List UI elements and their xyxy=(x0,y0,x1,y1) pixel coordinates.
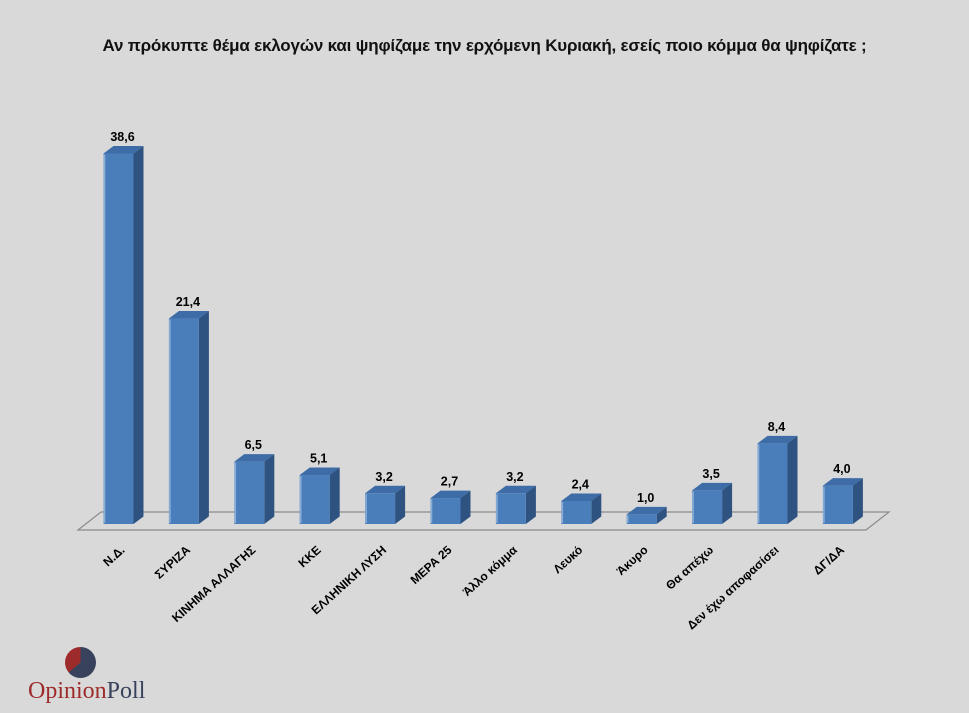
bar-top-face xyxy=(365,485,406,494)
bar-top-face xyxy=(299,467,340,476)
value-label: 3,2 xyxy=(506,470,523,484)
bar-side-face xyxy=(133,145,144,524)
category-label: Θα απέχω xyxy=(663,543,716,593)
bar-top-face xyxy=(430,490,471,499)
bar-top-face xyxy=(234,454,275,462)
value-label: 3,5 xyxy=(702,467,719,481)
bar-side-face xyxy=(722,482,733,524)
value-label: 2,7 xyxy=(441,475,458,489)
bar-side-face xyxy=(264,454,275,524)
logo-text: OpinionPoll xyxy=(28,678,145,705)
value-label: 8,4 xyxy=(768,420,785,434)
bar-top-face xyxy=(692,482,733,491)
bar-top-face xyxy=(168,311,209,319)
bar-top-face xyxy=(561,493,602,501)
value-label: 3,2 xyxy=(375,470,392,484)
category-label: ΜΕΡΑ 25 xyxy=(408,543,455,587)
bar-front-face xyxy=(692,490,723,524)
bar-top-face xyxy=(495,485,536,494)
pie-chart-logo-icon xyxy=(65,647,96,678)
bar-front-face xyxy=(495,493,526,524)
bar-top-face xyxy=(626,506,667,515)
value-label: 6,5 xyxy=(245,438,262,452)
bar-side-face xyxy=(198,311,209,524)
category-label: Ν.Δ. xyxy=(100,543,127,569)
category-label: ΔΓ/ΔΑ xyxy=(810,543,847,578)
bar-side-face xyxy=(460,490,471,524)
category-label: Άκυρο xyxy=(614,543,651,578)
category-label: ΚΚΕ xyxy=(296,543,324,570)
opinionpoll-logo: OpinionPoll xyxy=(28,645,188,707)
bar-top-face xyxy=(757,435,798,444)
bar-front-face xyxy=(757,443,788,524)
bar-front-face xyxy=(234,461,265,524)
bar-front-face xyxy=(365,493,396,524)
logo-text-poll: Poll xyxy=(106,678,146,704)
category-label: ΣΥΡΙΖΑ xyxy=(152,543,193,582)
chart-title: Αν πρόκυπτε θέμα εκλογών και ψηφίζαμε τη… xyxy=(102,36,867,55)
bar-front-face xyxy=(103,153,134,524)
bar-side-face xyxy=(787,435,798,524)
bar-side-face xyxy=(525,485,536,524)
value-label: 4,0 xyxy=(833,462,850,476)
bar-front-face xyxy=(561,500,592,524)
bar-top-face xyxy=(822,478,863,486)
bar-front-face xyxy=(822,485,853,524)
value-label: 21,4 xyxy=(176,295,200,309)
value-label: 2,4 xyxy=(572,477,589,491)
bar-side-face xyxy=(591,493,602,524)
bar-front-face xyxy=(299,475,330,524)
chart-floor xyxy=(76,511,891,531)
bar-side-face xyxy=(395,485,406,524)
category-label: Λευκό xyxy=(550,543,585,576)
value-label: 1,0 xyxy=(637,491,654,505)
category-label: Άλλο κόμμα xyxy=(460,542,521,598)
bar-side-face xyxy=(852,478,863,524)
bar-side-face xyxy=(656,506,667,524)
bar-front-face xyxy=(430,498,461,524)
logo-text-opinion: Opinion xyxy=(28,678,107,704)
value-label: 38,6 xyxy=(110,130,134,144)
bar-front-face xyxy=(168,318,199,524)
bar-top-face xyxy=(103,145,144,154)
bar-front-face xyxy=(626,514,657,524)
value-label: 5,1 xyxy=(310,452,327,466)
bar-side-face xyxy=(329,467,340,524)
